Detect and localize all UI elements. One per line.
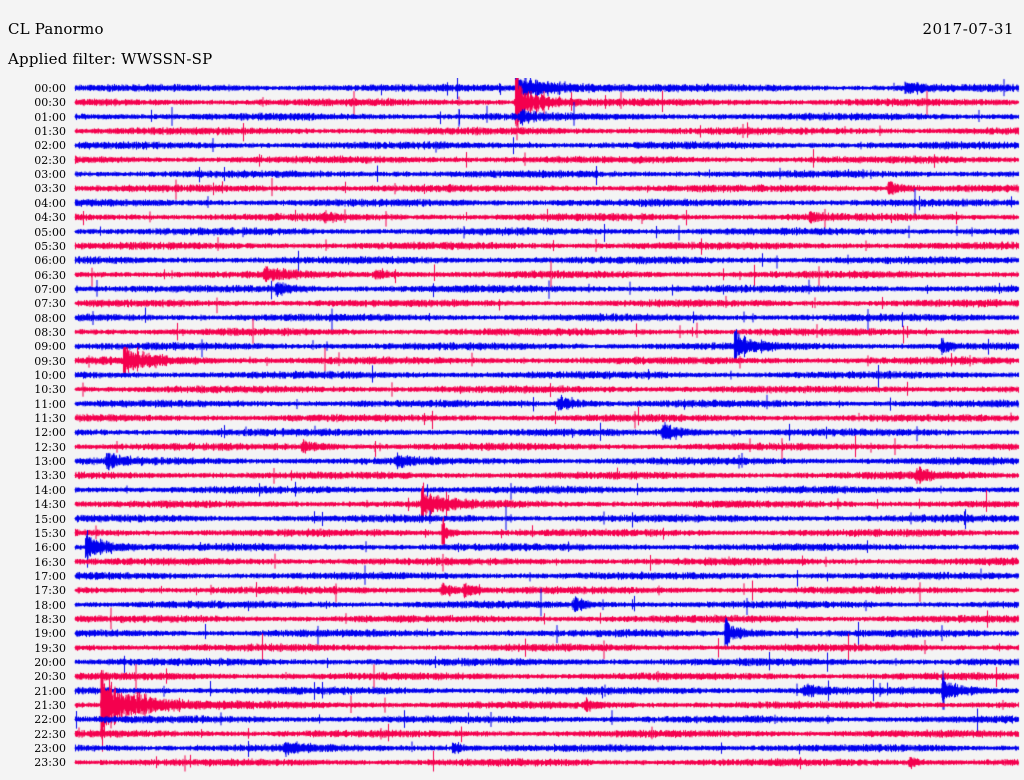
seismic-trace-canvas	[0, 78, 1024, 778]
applied-filter-label: Applied filter: WWSSN-SP	[8, 50, 213, 68]
record-date: 2017-07-31	[922, 20, 1014, 38]
time-label: 14:00	[34, 483, 66, 497]
time-label: 10:30	[34, 383, 66, 397]
time-label: 08:30	[34, 325, 66, 339]
time-label: 23:00	[34, 742, 66, 756]
time-label: 00:00	[34, 82, 66, 95]
time-label: 02:00	[34, 139, 66, 153]
time-label: 20:30	[34, 670, 66, 684]
time-label: 19:30	[34, 641, 66, 655]
time-label: 11:30	[34, 412, 66, 426]
time-label: 18:30	[34, 612, 66, 626]
time-label: 03:30	[34, 182, 66, 196]
time-label: 17:00	[34, 569, 66, 583]
time-label: 16:00	[34, 541, 66, 555]
time-label: 23:30	[34, 756, 66, 770]
time-label: 20:00	[34, 656, 66, 669]
time-label: 13:00	[34, 455, 66, 469]
time-label: 04:00	[34, 196, 66, 210]
time-label: 02:30	[34, 153, 66, 167]
time-label: 01:00	[34, 110, 66, 124]
time-label: 21:30	[34, 699, 66, 713]
time-label: 12:30	[34, 440, 66, 454]
time-label: 14:30	[34, 498, 66, 512]
time-label: 10:00	[34, 369, 66, 382]
time-label: 06:00	[34, 254, 66, 268]
time-label: 15:30	[34, 526, 66, 540]
time-label: 22:00	[34, 713, 66, 727]
time-label: 11:00	[34, 397, 66, 411]
time-label: 03:00	[34, 168, 66, 182]
time-label: 06:30	[34, 268, 66, 282]
time-label: 00:30	[34, 96, 66, 110]
time-label: 16:30	[34, 555, 66, 569]
station-title: CL Panormo	[8, 20, 104, 38]
time-label: 01:30	[34, 125, 66, 139]
time-label: 21:00	[34, 684, 66, 698]
time-label: 08:00	[34, 311, 66, 325]
time-label: 18:00	[34, 598, 66, 612]
time-label: 09:00	[34, 340, 66, 354]
time-label: 07:00	[34, 282, 66, 296]
time-label: 12:00	[34, 426, 66, 440]
time-label: 05:00	[34, 225, 66, 239]
helicorder-plot: 00:00 00:30 01:00 01:30 02:00 02:30 03:00 03:30…	[0, 78, 1024, 778]
time-label: 09:30	[34, 354, 66, 368]
time-label: 05:30	[34, 239, 66, 253]
time-label: 04:30	[34, 211, 66, 225]
time-label: 19:00	[34, 627, 66, 641]
time-label: 17:30	[34, 584, 66, 598]
time-label: 13:30	[34, 469, 66, 483]
time-label: 07:30	[34, 297, 66, 311]
time-label: 15:00	[34, 512, 66, 526]
time-label: 22:30	[34, 727, 66, 741]
